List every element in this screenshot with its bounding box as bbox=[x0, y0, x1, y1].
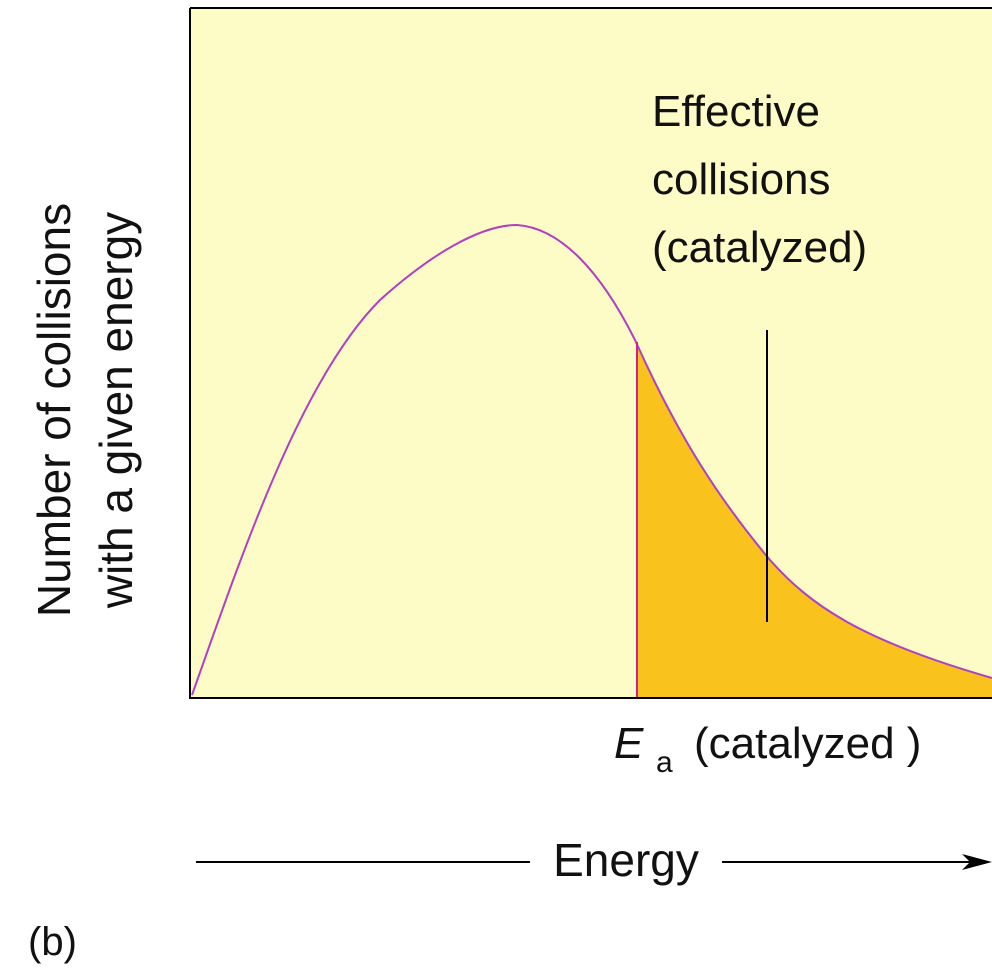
threshold-symbol: E bbox=[614, 719, 644, 768]
effective-area bbox=[637, 344, 992, 698]
threshold-subscript: a bbox=[656, 746, 673, 779]
x-axis-label: Energy bbox=[553, 834, 699, 886]
annotation-line: collisions bbox=[652, 155, 831, 204]
arrow-head bbox=[962, 854, 992, 870]
y-axis-label: Number of collisions with a given energy bbox=[28, 203, 142, 617]
annotation-line: Effective bbox=[652, 87, 820, 136]
y-label-line: with a given energy bbox=[90, 212, 142, 609]
y-label-line: Number of collisions bbox=[28, 203, 80, 617]
annotation-line: (catalyzed) bbox=[652, 223, 867, 272]
threshold-text: (catalyzed ) bbox=[694, 719, 921, 768]
annotation: Effective collisions (catalyzed) bbox=[652, 87, 867, 272]
plot-area bbox=[190, 8, 992, 698]
panel-label: (b) bbox=[28, 920, 77, 964]
distribution-curve bbox=[191, 223, 992, 696]
